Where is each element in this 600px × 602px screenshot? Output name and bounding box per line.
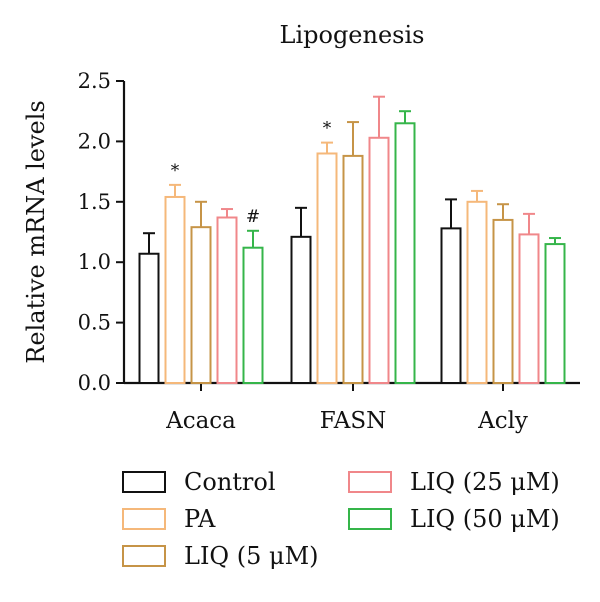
legend-label-liq-50-m: LIQ (50 μM) xyxy=(410,505,560,533)
y-tick-label: 0.0 xyxy=(78,371,111,395)
legend-swatch-liq-50-m xyxy=(348,508,392,530)
bar-fasn-liq-50-m xyxy=(394,122,416,384)
bar-fasn-liq-5-m xyxy=(342,154,364,384)
significance-marker: * xyxy=(171,161,180,181)
bar-acly-liq-5-m xyxy=(492,218,514,384)
legend-swatch-pa xyxy=(122,508,166,530)
x-tick-label: FASN xyxy=(320,408,386,434)
chart-title: Lipogenesis xyxy=(280,21,425,49)
legend-label-control: Control xyxy=(184,468,276,496)
significance-marker: * xyxy=(323,119,332,139)
y-tick-label: 1.5 xyxy=(78,190,111,214)
legend-swatch-liq-25-m xyxy=(348,471,392,493)
significance-marker: # xyxy=(246,207,260,227)
legend-swatch-liq-5-m xyxy=(122,545,166,567)
bar-acaca-liq-5-m xyxy=(190,226,212,384)
bar-acly-pa xyxy=(466,200,488,384)
legend-label-pa: PA xyxy=(184,505,216,533)
legend-label-liq-25-m: LIQ (25 μM) xyxy=(410,468,560,496)
y-tick-label: 0.5 xyxy=(78,311,111,335)
legend-label-liq-5-m: LIQ (5 μM) xyxy=(184,542,319,570)
y-tick-label: 2.0 xyxy=(78,129,111,153)
bar-acly-liq-25-m xyxy=(518,233,540,384)
bar-acly-liq-50-m xyxy=(544,243,566,384)
bar-acaca-liq-50-m xyxy=(242,246,264,384)
bar-acaca-control xyxy=(138,252,160,384)
bar-acly-control xyxy=(440,227,462,384)
bars: * # * xyxy=(138,95,566,384)
y-axis-label: Relative mRNA levels xyxy=(22,100,50,363)
bar-acaca-liq-25-m xyxy=(216,216,238,384)
axes: 0.0 0.5 1.0 1.5 2.0 2.5 Acaca FASN Acly xyxy=(78,69,580,434)
legend-swatch-control xyxy=(122,471,166,493)
y-tick-label: 2.5 xyxy=(78,69,111,93)
y-tick-label: 1.0 xyxy=(78,250,111,274)
bar-fasn-control xyxy=(290,235,312,384)
bar-fasn-liq-25-m xyxy=(368,136,390,384)
legend: Control PA LIQ (5 μM) LIQ (25 μM) LIQ (50 μM… xyxy=(122,468,560,570)
bar-acaca-pa xyxy=(164,195,186,384)
x-tick-label: Acly xyxy=(477,408,528,434)
bar-fasn-pa xyxy=(316,152,338,384)
x-tick-label: Acaca xyxy=(165,408,236,434)
